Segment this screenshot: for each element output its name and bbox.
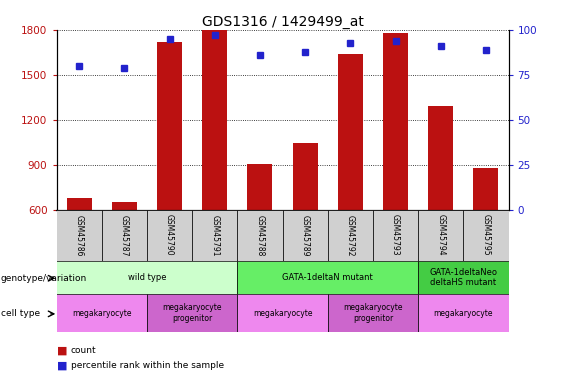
Text: GATA-1deltaN mutant: GATA-1deltaN mutant bbox=[282, 273, 373, 282]
Text: genotype/variation: genotype/variation bbox=[1, 274, 87, 283]
FancyBboxPatch shape bbox=[237, 261, 418, 294]
Text: cell type: cell type bbox=[1, 309, 40, 318]
FancyBboxPatch shape bbox=[418, 210, 463, 261]
Bar bbox=[157, 42, 182, 210]
FancyBboxPatch shape bbox=[102, 210, 147, 261]
FancyBboxPatch shape bbox=[192, 210, 237, 261]
FancyBboxPatch shape bbox=[418, 261, 509, 294]
FancyBboxPatch shape bbox=[147, 210, 192, 261]
FancyBboxPatch shape bbox=[56, 294, 147, 332]
Text: GSM45786: GSM45786 bbox=[75, 214, 84, 256]
FancyBboxPatch shape bbox=[282, 210, 328, 261]
FancyBboxPatch shape bbox=[237, 210, 282, 261]
FancyBboxPatch shape bbox=[147, 294, 237, 332]
Text: GATA-1deltaNeo
deltaHS mutant: GATA-1deltaNeo deltaHS mutant bbox=[429, 268, 497, 287]
Text: GSM45791: GSM45791 bbox=[210, 214, 219, 256]
Text: GSM45793: GSM45793 bbox=[391, 214, 400, 256]
Bar bbox=[428, 106, 453, 210]
Bar bbox=[383, 33, 408, 210]
FancyBboxPatch shape bbox=[56, 210, 102, 261]
Text: ■: ■ bbox=[56, 361, 67, 370]
Title: GDS1316 / 1429499_at: GDS1316 / 1429499_at bbox=[202, 15, 363, 29]
FancyBboxPatch shape bbox=[373, 210, 418, 261]
Text: megakaryocyte: megakaryocyte bbox=[433, 309, 493, 318]
Text: megakaryocyte: megakaryocyte bbox=[72, 309, 132, 318]
Bar bbox=[293, 142, 318, 210]
Bar bbox=[473, 168, 498, 210]
Text: GSM45788: GSM45788 bbox=[255, 214, 264, 256]
Text: megakaryocyte
progenitor: megakaryocyte progenitor bbox=[343, 303, 403, 323]
Bar bbox=[202, 30, 227, 210]
FancyBboxPatch shape bbox=[56, 261, 237, 294]
Bar bbox=[338, 54, 363, 210]
FancyBboxPatch shape bbox=[418, 294, 509, 332]
FancyBboxPatch shape bbox=[328, 210, 373, 261]
Text: count: count bbox=[71, 346, 96, 355]
Text: GSM45792: GSM45792 bbox=[346, 214, 355, 256]
Text: ■: ■ bbox=[56, 346, 67, 355]
Text: GSM45794: GSM45794 bbox=[436, 214, 445, 256]
FancyBboxPatch shape bbox=[463, 210, 508, 261]
FancyBboxPatch shape bbox=[237, 294, 328, 332]
Text: GSM45790: GSM45790 bbox=[165, 214, 174, 256]
Text: percentile rank within the sample: percentile rank within the sample bbox=[71, 361, 224, 370]
FancyBboxPatch shape bbox=[328, 294, 418, 332]
Text: wild type: wild type bbox=[128, 273, 166, 282]
Bar bbox=[67, 198, 92, 210]
Text: megakaryocyte
progenitor: megakaryocyte progenitor bbox=[162, 303, 222, 323]
Text: GSM45787: GSM45787 bbox=[120, 214, 129, 256]
Text: megakaryocyte: megakaryocyte bbox=[253, 309, 312, 318]
Text: GSM45795: GSM45795 bbox=[481, 214, 490, 256]
Bar bbox=[112, 202, 137, 210]
Text: GSM45789: GSM45789 bbox=[301, 214, 310, 256]
Bar bbox=[247, 164, 272, 210]
